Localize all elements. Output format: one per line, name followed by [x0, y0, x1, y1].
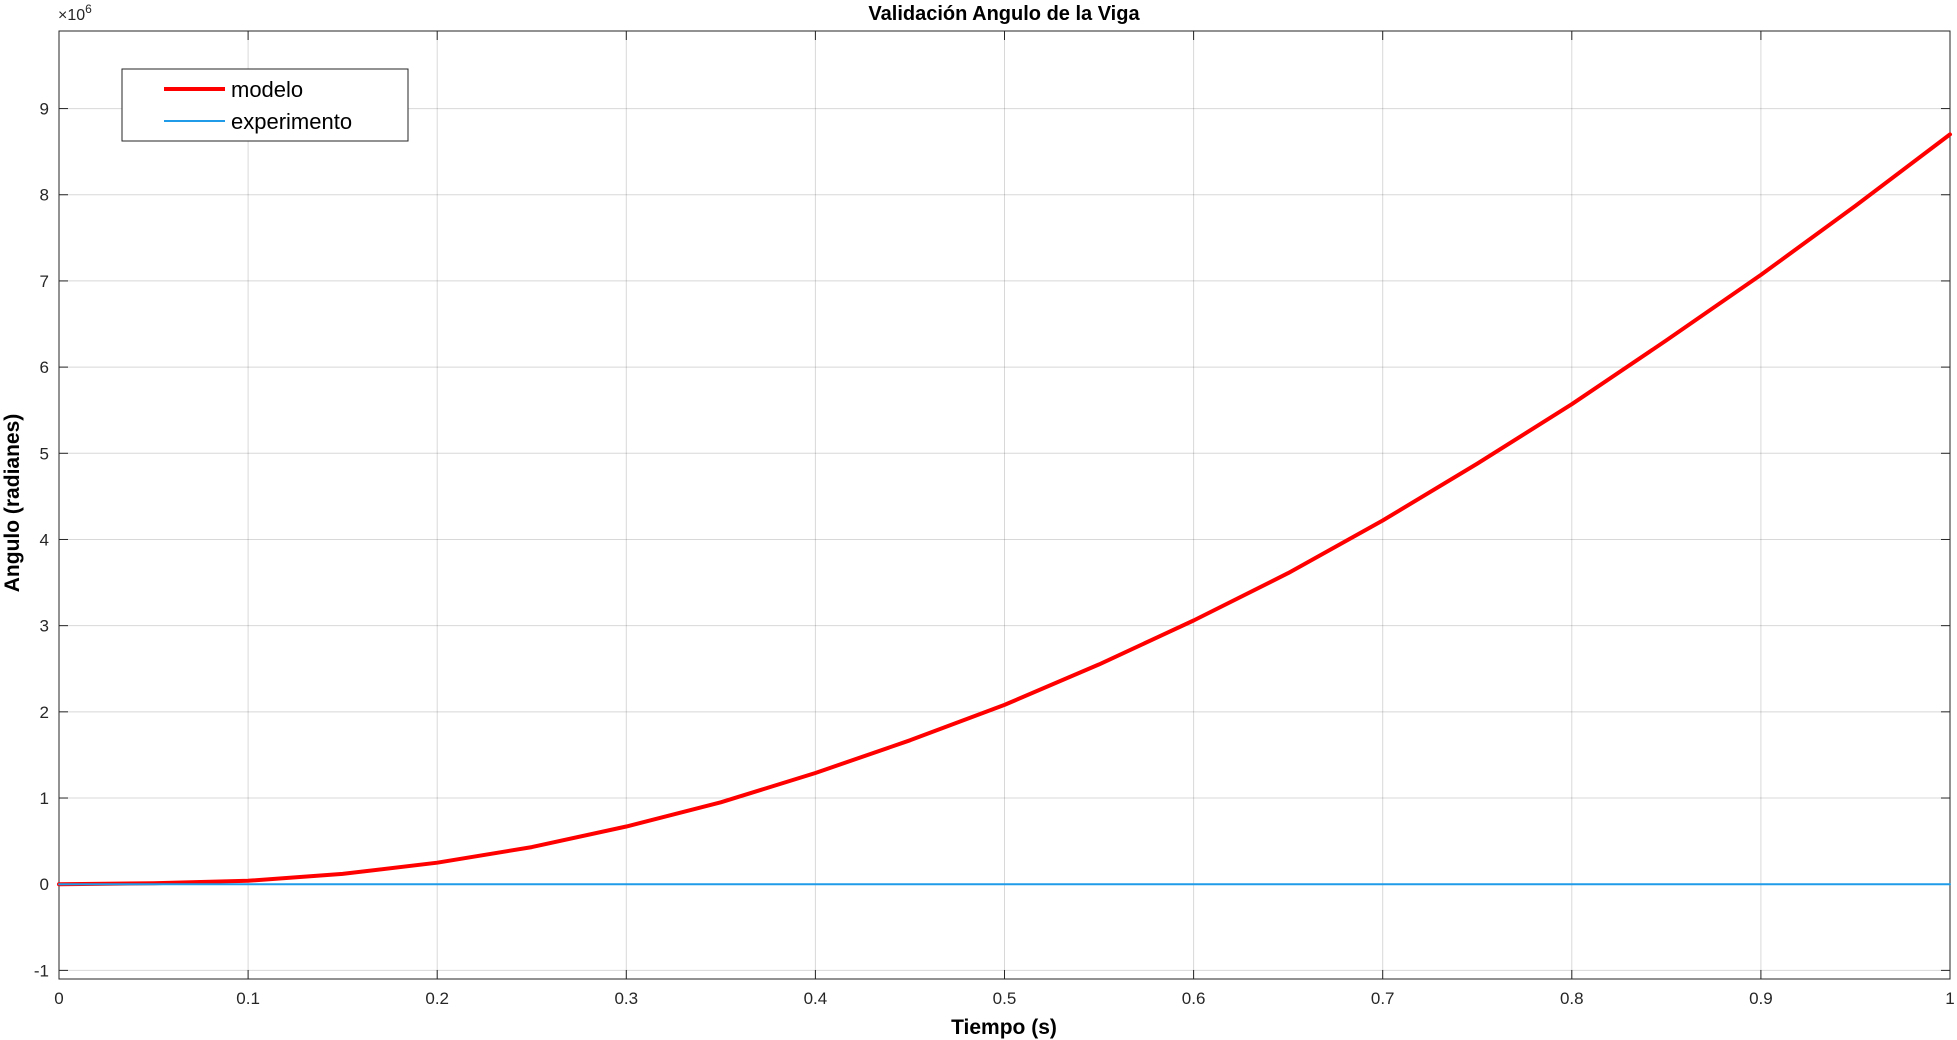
y-axis-ticks: -1 0 1 2 3 4 5 6 7 8 9: [34, 100, 1950, 980]
x-tick-label: 0: [54, 989, 63, 1008]
legend: modelo experimento: [121, 68, 409, 142]
y-tick-label: 1: [40, 789, 49, 808]
y-tick-label: 8: [40, 186, 49, 205]
x-axis-ticks: 0 0.1 0.2 0.3 0.4 0.5 0.6 0.7 0.8 0.9 1: [54, 31, 1955, 1008]
series-layer: [57, 132, 1952, 887]
x-tick-label: 0.3: [614, 989, 638, 1008]
y-axis-title: Angulo (radianes): [1, 414, 24, 593]
x-tick-label: 0.6: [1182, 989, 1206, 1008]
x-tick-label: 1: [1945, 989, 1954, 1008]
x-tick-label: 0.2: [425, 989, 449, 1008]
x-axis-title: Tiempo (s): [951, 1016, 1057, 1039]
series-line-modelo: [57, 132, 1952, 887]
x-tick-label: 0.5: [993, 989, 1017, 1008]
legend-label-modelo: modelo: [231, 77, 303, 102]
y-tick-label: 7: [40, 272, 49, 291]
legend-box: [121, 68, 409, 142]
y-tick-label: 3: [40, 617, 49, 636]
y-tick-label: 4: [40, 530, 49, 549]
y-tick-label: -1: [34, 961, 49, 980]
y-tick-label: 9: [40, 100, 49, 119]
y-exponent-label: ×106: [58, 2, 92, 24]
y-tick-label: 6: [40, 358, 49, 377]
chart-title: Validación Angulo de la Viga: [868, 3, 1140, 25]
y-tick-label: 0: [40, 875, 49, 894]
x-tick-label: 0.7: [1371, 989, 1395, 1008]
x-gridlines: [58, 31, 1951, 979]
legend-label-experimento: experimento: [231, 109, 352, 134]
x-tick-label: 0.8: [1560, 989, 1584, 1008]
y-tick-label: 2: [40, 703, 49, 722]
y-tick-label: 5: [40, 444, 49, 463]
x-tick-label: 0.4: [804, 989, 828, 1008]
x-tick-label: 0.1: [236, 989, 260, 1008]
x-tick-label: 0.9: [1749, 989, 1773, 1008]
